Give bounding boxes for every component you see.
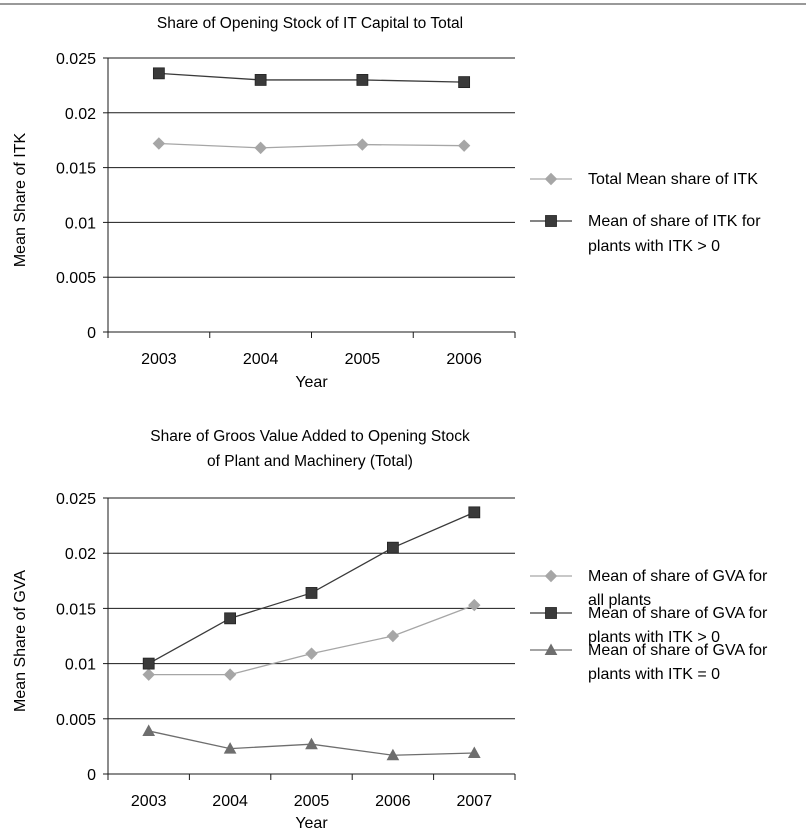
- x-axis-label: Year: [295, 815, 328, 832]
- x-tick-label: 2005: [294, 793, 330, 810]
- series-2-point: [356, 74, 369, 86]
- series-3-point: [223, 742, 237, 754]
- y-axis-label: Mean Share of GVA: [12, 570, 29, 712]
- series-3-point: [142, 724, 156, 736]
- x-tick-label: 2004: [212, 793, 248, 810]
- series-3-point: [467, 746, 481, 759]
- x-tick-label: 2003: [141, 351, 177, 368]
- x-tick-label: 2004: [243, 351, 279, 368]
- series-2-point: [224, 612, 237, 625]
- y-tick-label: 0: [87, 325, 96, 342]
- series-1-point: [468, 598, 481, 612]
- legend-1-label: Mean of share of GVA for all plants: [588, 568, 768, 609]
- x-tick-label: 2006: [375, 793, 411, 810]
- legend-3-label: Mean of share of GVA for plants with ITK …: [588, 642, 768, 683]
- series-3-point: [386, 748, 400, 761]
- y-tick-label: 0.005: [56, 270, 96, 287]
- chart-2: Share of Groos Value Added to Opening St…: [12, 428, 768, 832]
- x-tick-label: 2006: [446, 351, 482, 368]
- series-2-point: [305, 587, 318, 599]
- series-1-line: [148, 604, 475, 676]
- series-2-point: [254, 74, 267, 86]
- y-tick-label: 0.01: [65, 215, 96, 232]
- legend-1-label: Total Mean share of ITK: [588, 171, 758, 188]
- chart-1-title: Share of Opening Stock of IT Capital to …: [157, 15, 463, 32]
- series-1-point: [142, 668, 155, 681]
- x-tick-label: 2007: [457, 793, 493, 810]
- legend-2-label: Mean of share of ITK for plants with ITK …: [588, 213, 761, 255]
- x-tick-label: 2003: [131, 793, 167, 810]
- y-tick-label: 0.01: [65, 657, 96, 674]
- y-tick-label: 0.015: [56, 161, 96, 178]
- y-tick-label: 0: [87, 767, 96, 784]
- series-1-point: [386, 629, 400, 643]
- chart-2-title-line-1: Share of Groos Value Added to Opening St…: [150, 428, 470, 445]
- series-2-point: [142, 657, 155, 670]
- legend-2-marker: [545, 215, 557, 227]
- y-axis-label: Mean Share of ITK: [12, 133, 29, 268]
- legend-1-marker: [544, 569, 558, 583]
- y-tick-label: 0.015: [56, 601, 96, 618]
- series-1-point: [457, 139, 471, 152]
- y-tick-label: 0.025: [56, 51, 96, 68]
- legend-2-label: Mean of share of GVA for plants with ITK …: [588, 605, 768, 646]
- series-1-point: [305, 647, 318, 660]
- x-tick-label: 2005: [345, 351, 381, 368]
- chart-1: Share of Opening Stock of IT Capital to …: [12, 15, 761, 391]
- y-tick-label: 0.02: [65, 546, 96, 563]
- series-3-point: [305, 737, 318, 750]
- series-1-point: [223, 668, 237, 681]
- series-2-point: [458, 76, 471, 89]
- legend-2-marker: [545, 607, 557, 619]
- x-axis-label: Year: [295, 374, 328, 391]
- series-1-line: [158, 142, 465, 149]
- y-tick-label: 0.005: [56, 712, 96, 729]
- series-2-point: [468, 506, 481, 519]
- series-2-line: [158, 72, 465, 83]
- y-tick-label: 0.02: [65, 106, 96, 123]
- y-tick-label: 0.025: [56, 491, 96, 508]
- chart-2-title-line-2: of Plant and Machinery (Total): [207, 453, 413, 470]
- legend-1-marker: [544, 172, 558, 186]
- series-1-point: [356, 138, 369, 151]
- series-2-point: [152, 67, 165, 80]
- series-2-point: [386, 541, 399, 554]
- series-1-point: [152, 137, 166, 150]
- series-1-point: [254, 141, 267, 155]
- legend-3-marker: [544, 643, 558, 655]
